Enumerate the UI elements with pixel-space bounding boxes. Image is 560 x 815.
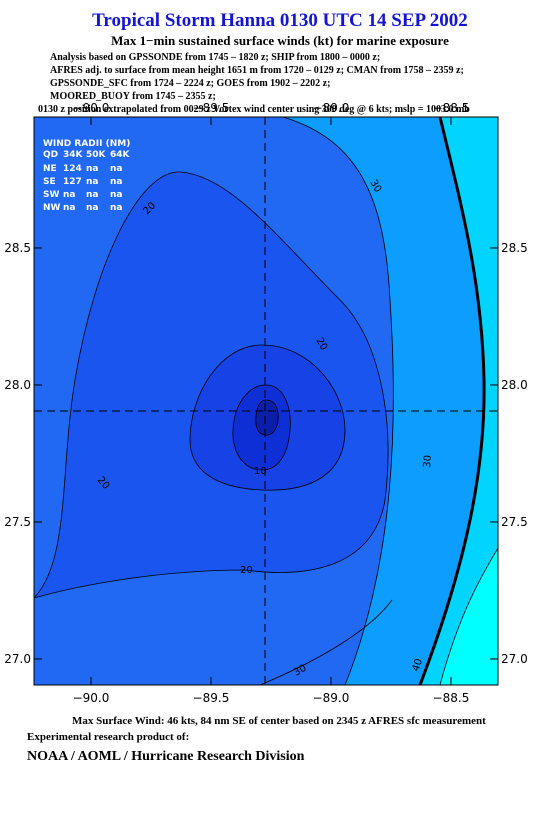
y-tick-label: 28.0 [4, 378, 31, 392]
wind-radii-header: 50K [86, 150, 107, 160]
y-tick-label: 28.5 [4, 241, 31, 255]
wind-radii-header: 64K [110, 150, 131, 160]
wind-radii-cell: SW [43, 190, 59, 200]
footer-line: Max Surface Wind: 46 kts, 84 nm SE of ce… [72, 715, 486, 727]
y-tick-label: 28.5 [501, 241, 528, 255]
contour-30-south [259, 599, 393, 685]
note: 0130 z position extrapolated from 0029 z… [38, 104, 470, 115]
wind-radii-cell: na [86, 190, 98, 200]
wind-radii-cell: NE [43, 164, 57, 174]
contour-label: 30 [422, 455, 434, 469]
footer-line: NOAA / AOML / Hurricane Research Divisio… [27, 749, 305, 764]
band-gale [420, 117, 498, 685]
wind-radii-cell: NW [43, 203, 61, 213]
y-tick-label: 27.5 [501, 515, 528, 529]
x-tick-label: −89.0 [313, 101, 350, 115]
wind-radii-cell: na [63, 190, 75, 200]
contour-field [34, 117, 498, 685]
notes: Analysis based on GPSSONDE from 1745 – 1… [38, 52, 470, 115]
y-tick-label: 27.5 [4, 515, 31, 529]
contour-core [255, 399, 279, 436]
x-tick-label: −89.5 [193, 691, 230, 705]
wind-radii-table: WIND RADII (NM) QD 34K 50K 64K NE 124 na na SE 12… [43, 139, 131, 213]
wind-radii-cell: na [63, 203, 75, 213]
x-tick-label: −88.5 [433, 101, 470, 115]
wind-radii-cell: SE [43, 177, 56, 187]
x-tick-label: −90.0 [73, 691, 110, 705]
wind-radii-cell: na [110, 164, 122, 174]
footer: Max Surface Wind: 46 kts, 84 nm SE of ce… [27, 715, 486, 764]
band-30-40 [283, 117, 498, 685]
contour-label: 40 [410, 657, 425, 673]
wind-radii-cell: na [110, 203, 122, 213]
note: GPSSONDE_SFC from 1724 – 2224 z; GOES fr… [50, 78, 330, 89]
x-tick-label: −90.0 [73, 101, 110, 115]
contour-label: 10 [254, 466, 267, 477]
contour-40 [439, 547, 498, 685]
y-tick-label: 27.0 [4, 652, 31, 666]
y-tick-label: 27.0 [501, 652, 528, 666]
wind-radii-cell: na [86, 177, 98, 187]
wind-radii-cell: na [86, 164, 98, 174]
wind-radii-cell: na [110, 177, 122, 187]
wind-radii-cell: na [110, 190, 122, 200]
subtitle: Max 1−min sustained surface winds (kt) f… [111, 33, 449, 48]
contour-30 [282, 117, 394, 685]
note: AFRES adj. to surface from mean height 1… [50, 65, 464, 76]
wind-radii-header: QD [43, 150, 58, 160]
note: MOORED_BUOY from 1745 – 2355 z; [50, 91, 216, 102]
wind-radii-header: 34K [63, 150, 84, 160]
chart-title: Tropical Storm Hanna 0130 UTC 14 SEP 200… [92, 10, 468, 31]
x-tick-label: −89.5 [193, 101, 230, 115]
note: Analysis based on GPSSONDE from 1745 – 1… [50, 52, 380, 63]
contour-label: 20 [240, 565, 253, 576]
y-tick-label: 28.0 [501, 378, 528, 392]
wind-radii-title: WIND RADII (NM) [43, 139, 130, 149]
wind-radii-cell: na [86, 203, 98, 213]
wind-radii-cell: 127 [63, 177, 82, 187]
x-tick-label: −88.5 [433, 691, 470, 705]
wind-radii-cell: 124 [63, 164, 82, 174]
footer-line: Experimental research product of: [27, 731, 189, 743]
gale-contour [418, 117, 486, 685]
band-40 [440, 548, 498, 685]
plot-frame [33, 116, 499, 686]
x-tick-label: −89.0 [313, 691, 350, 705]
